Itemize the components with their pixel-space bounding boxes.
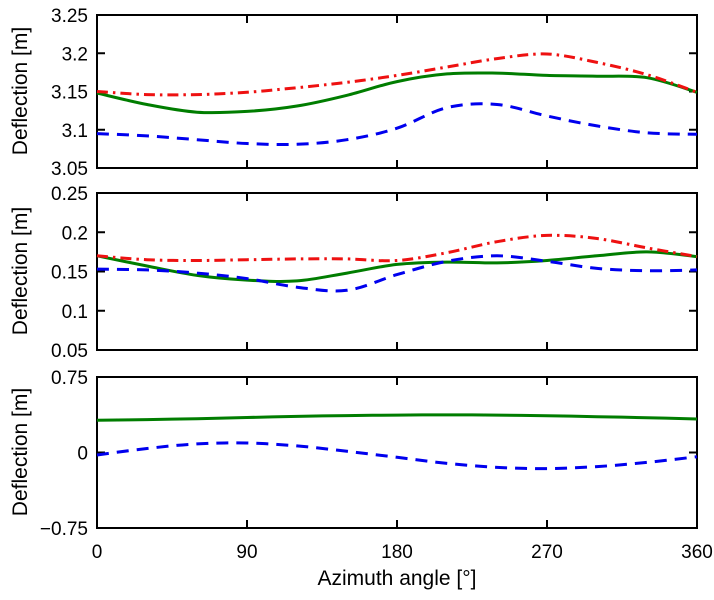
y-tick-label: 3.15 bbox=[51, 83, 88, 104]
y-tick-label: 0.2 bbox=[62, 223, 88, 244]
x-tick-label: 270 bbox=[531, 542, 563, 563]
x-tick-label: 360 bbox=[681, 542, 713, 563]
y-axis-label-bottom: Deflection [m] bbox=[9, 387, 32, 517]
curve-red-dash-dot bbox=[96, 233, 698, 263]
curve-green-solid bbox=[96, 413, 698, 422]
curve-blue-dashed bbox=[96, 102, 698, 147]
y-tick-label: 0.75 bbox=[51, 368, 88, 389]
x-tick-label: 0 bbox=[92, 542, 103, 563]
y-tick-label: 3.2 bbox=[62, 44, 88, 65]
curve-green-solid bbox=[96, 71, 698, 115]
x-axis-label: Azimuth angle [°] bbox=[317, 567, 477, 590]
curve-blue-dashed bbox=[96, 254, 698, 293]
y-tick-label: 0.1 bbox=[62, 302, 88, 323]
y-axis-label-top: Deflection [m] bbox=[9, 26, 32, 156]
y-tick-label: −0.75 bbox=[40, 519, 88, 540]
y-tick-label: 3.1 bbox=[62, 121, 88, 142]
axes-box bbox=[96, 14, 698, 169]
y-tick-label: 0.05 bbox=[51, 341, 88, 362]
y-tick-label: 0 bbox=[77, 444, 88, 465]
y-tick-label: 0.15 bbox=[51, 263, 88, 284]
y-tick-label: 3.05 bbox=[51, 159, 88, 180]
x-tick-label: 90 bbox=[236, 542, 257, 563]
axes-box bbox=[96, 376, 698, 529]
y-tick-label: 3.25 bbox=[51, 6, 88, 27]
curve-green-solid bbox=[96, 250, 698, 283]
curve-red-dash-dot bbox=[96, 52, 698, 97]
x-tick-label: 180 bbox=[381, 542, 413, 563]
y-tick-label: 0.25 bbox=[51, 184, 88, 205]
curve-blue-dashed bbox=[96, 441, 698, 471]
y-axis-label-middle: Deflection [m] bbox=[9, 206, 32, 336]
